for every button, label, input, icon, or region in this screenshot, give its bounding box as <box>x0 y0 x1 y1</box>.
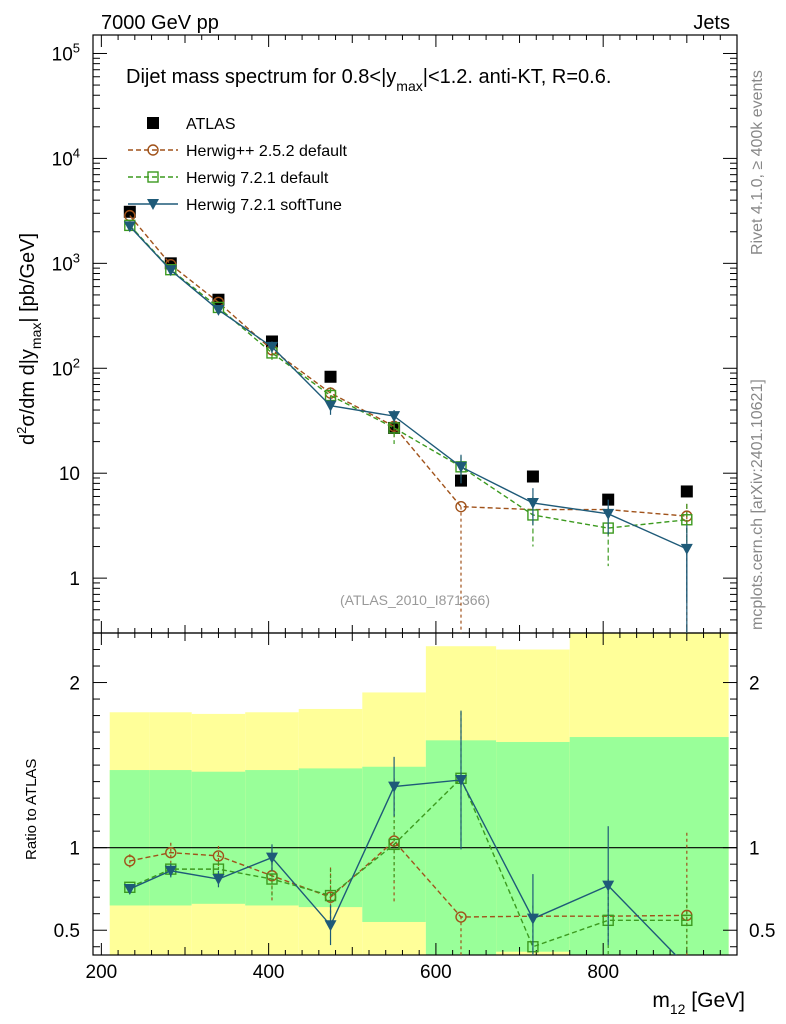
data-point <box>602 508 615 520</box>
data-point <box>455 774 467 786</box>
data-point <box>388 781 401 793</box>
y-tick-label-ratio: 2 <box>749 674 760 695</box>
header-right: Jets <box>693 12 730 34</box>
mcplots-label: mcplots.cern.ch [arXiv:2401.10621] <box>749 379 766 630</box>
data-point <box>526 913 539 925</box>
y-tick-label-main: 10 <box>59 464 80 485</box>
x-tick-label: 200 <box>86 962 118 983</box>
data-point <box>681 914 693 927</box>
data-point <box>680 485 693 498</box>
data-point <box>324 400 337 412</box>
data-point <box>147 117 159 129</box>
data-point <box>388 411 401 423</box>
data-point <box>265 341 278 353</box>
data-point <box>324 920 337 932</box>
y-tick-label-main: 104 <box>52 145 80 170</box>
y-tick-label-main: 102 <box>52 355 80 380</box>
data-point <box>602 880 615 892</box>
header-left: 7000 GeV pp <box>101 12 219 34</box>
series-line-main <box>129 225 688 550</box>
data-point <box>681 514 693 526</box>
y-tick-label-ratio: 1 <box>749 839 760 860</box>
data-point <box>147 171 159 183</box>
data-point <box>123 221 136 233</box>
y-axis-label-main: d2σ/dm d|ymax| [pb/GeV] <box>14 233 44 445</box>
x-tick-label: 600 <box>420 962 452 983</box>
data-point <box>455 911 467 923</box>
band-1sigma <box>149 770 192 906</box>
x-axis-label: m12 [GeV] <box>652 989 745 1017</box>
y-tick-label-ratio: 0.5 <box>749 921 775 942</box>
y-tick-label-main: 103 <box>52 250 80 275</box>
legend-label: Herwig++ 2.5.2 default <box>186 143 348 160</box>
data-point <box>123 205 136 218</box>
band-1sigma <box>569 737 645 955</box>
data-point <box>265 852 278 864</box>
rivet-label: Rivet 4.1.0, ≥ 400k events <box>749 70 766 255</box>
series-line-main <box>129 224 687 529</box>
data-point <box>164 265 177 277</box>
plot-area: 200 400 600 800 1 10 102 103 104 105 0.5 0.5 1 1 2 2 ATL… <box>52 34 775 983</box>
data-point <box>266 873 278 885</box>
legend-label: Herwig 7.2.1 softTune <box>186 197 342 214</box>
y-tick-label-ratio: 2 <box>69 674 80 695</box>
series-line-main <box>129 215 687 517</box>
x-tick-label: 800 <box>587 962 619 983</box>
data-point <box>123 883 136 895</box>
data-point <box>526 470 539 483</box>
legend-label: ATLAS <box>186 116 236 133</box>
ratio-plot-frame <box>92 632 738 956</box>
data-point <box>212 874 225 886</box>
y-axis-label-ratio: Ratio to ATLAS <box>23 759 40 860</box>
legend-label: Herwig 7.2.1 default <box>186 170 329 187</box>
data-point <box>165 846 177 859</box>
series-line-ratio <box>129 779 677 955</box>
data-point <box>164 865 177 877</box>
y-tick-label-main: 105 <box>52 40 80 65</box>
data-point <box>147 144 159 156</box>
data-point <box>324 889 337 902</box>
data-point <box>147 199 159 210</box>
data-point <box>324 370 337 383</box>
data-point <box>455 461 467 473</box>
series-line-ratio <box>129 777 687 948</box>
data-point <box>124 855 136 867</box>
main-series-group <box>123 205 693 633</box>
y-tick-label-ratio: 1 <box>69 839 80 860</box>
y-tick-label-ratio: 0.5 <box>54 921 80 942</box>
y-tick-label-main: 1 <box>69 569 80 590</box>
data-point <box>212 304 225 316</box>
data-point <box>455 500 467 513</box>
analysis-tag: (ATLAS_2010_I871366) <box>340 592 490 608</box>
data-point <box>388 838 400 851</box>
ratio-series-group <box>123 710 693 973</box>
x-tick-label: 400 <box>253 962 285 983</box>
chart-title: Dijet mass spectrum for 0.8<|ymax|<1.2. … <box>126 66 611 94</box>
data-point <box>681 962 693 973</box>
data-point <box>526 498 539 510</box>
band-1sigma <box>245 770 299 906</box>
